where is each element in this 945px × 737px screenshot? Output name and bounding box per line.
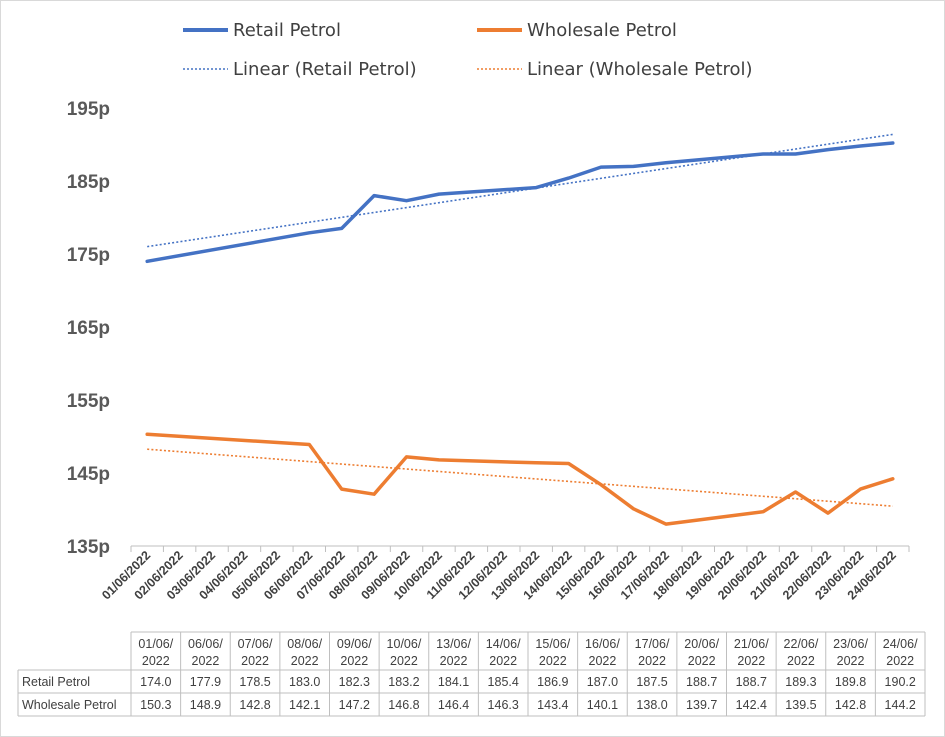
table-cell: 184.1 [438, 675, 469, 689]
y-tick-label: 155p [67, 391, 110, 412]
table-header-cell: 24/06/ [883, 637, 918, 651]
table-cell: 146.4 [438, 698, 469, 712]
table-cell: 142.1 [289, 698, 320, 712]
table-header-cell: 08/06/ [287, 637, 322, 651]
series-line-retail-petrol [145, 141, 895, 264]
table-cell: 186.9 [537, 675, 568, 689]
legend-label-linear-retail: Linear (Retail Petrol) [233, 59, 417, 80]
table-cell: 182.3 [339, 675, 370, 689]
y-axis: 195p 185p 175p 165p 155p 145p 135p [67, 99, 110, 558]
table-cell: 190.2 [885, 675, 916, 689]
table-cell: 146.3 [488, 698, 519, 712]
table-cell: 189.8 [835, 675, 866, 689]
table-header-cell: 2022 [638, 654, 666, 668]
table-header-cell: 20/06/ [684, 637, 719, 651]
legend-label-wholesale-petrol: Wholesale Petrol [527, 20, 677, 41]
series-line-wholesale-petrol [145, 432, 895, 526]
y-tick-label: 175p [67, 245, 110, 266]
table-cell: 142.8 [835, 698, 866, 712]
table-cell: 139.7 [686, 698, 717, 712]
table-header-cell: 07/06/ [238, 637, 273, 651]
table-header-cell: 2022 [340, 654, 368, 668]
table-cell: 148.9 [190, 698, 221, 712]
table-header-cell: 15/06/ [535, 637, 570, 651]
table-cell: 188.7 [686, 675, 717, 689]
table-header-cell: 2022 [241, 654, 269, 668]
table-header-cell: 2022 [737, 654, 765, 668]
table-cell: 178.5 [239, 675, 270, 689]
table-cell: 144.2 [885, 698, 916, 712]
table-cell: 150.3 [140, 698, 171, 712]
table-header-cell: 22/06/ [784, 637, 819, 651]
table-cell: 187.0 [587, 675, 618, 689]
trendline-wholesale-petrol [147, 448, 893, 507]
legend: Retail Petrol Wholesale Petrol Linear (R… [183, 20, 753, 80]
table-cell: 187.5 [636, 675, 667, 689]
table-row-label: Retail Petrol [22, 675, 90, 689]
table-header-cell: 2022 [787, 654, 815, 668]
table-cell: 183.2 [388, 675, 419, 689]
table-header-cell: 09/06/ [337, 637, 372, 651]
legend-label-linear-wholesale: Linear (Wholesale Petrol) [527, 59, 753, 80]
plot-area [145, 133, 895, 526]
table-header-cell: 13/06/ [436, 637, 471, 651]
table-header-cell: 2022 [390, 654, 418, 668]
table-cell: 138.0 [636, 698, 667, 712]
table-header-cell: 01/06/ [138, 637, 173, 651]
table-cell: 183.0 [289, 675, 320, 689]
table-header-cell: 2022 [589, 654, 617, 668]
table-cell: 177.9 [190, 675, 221, 689]
table-header-cell: 16/06/ [585, 637, 620, 651]
y-tick-label: 185p [67, 172, 110, 193]
data-table: 01/06/2022 06/06/2022 07/06/2022 08/06/2022… [17, 631, 926, 717]
y-tick-label: 145p [67, 464, 110, 485]
table-cell: 185.4 [488, 675, 519, 689]
table-cell: 142.4 [736, 698, 767, 712]
table-header-cell: 23/06/ [833, 637, 868, 651]
table-header-cell: 21/06/ [734, 637, 769, 651]
table-cell: 174.0 [140, 675, 171, 689]
table-header-cell: 2022 [489, 654, 517, 668]
table-header-cell: 2022 [440, 654, 468, 668]
y-tick-label: 165p [67, 318, 110, 339]
table-header-cell: 2022 [291, 654, 319, 668]
y-tick-label: 195p [67, 99, 110, 120]
table-header-cell: 2022 [192, 654, 220, 668]
table-header-cell: 2022 [539, 654, 567, 668]
legend-label-retail-petrol: Retail Petrol [233, 20, 341, 41]
table-header-cell: 2022 [886, 654, 914, 668]
table-cell: 143.4 [537, 698, 568, 712]
table-header-cell: 06/06/ [188, 637, 223, 651]
table-cell: 147.2 [339, 698, 370, 712]
table-header-cell: 2022 [688, 654, 716, 668]
table-header-cell: 17/06/ [635, 637, 670, 651]
table-cell: 139.5 [785, 698, 816, 712]
table-cell: 142.8 [239, 698, 270, 712]
table-cell: 140.1 [587, 698, 618, 712]
table-header-cell: 2022 [142, 654, 170, 668]
table-header-cell: 2022 [837, 654, 865, 668]
table-row-label: Wholesale Petrol [22, 698, 117, 712]
table-cell: 188.7 [736, 675, 767, 689]
table-header-cell: 14/06/ [486, 637, 521, 651]
table-cell: 146.8 [388, 698, 419, 712]
y-tick-label: 135p [67, 537, 110, 558]
table-header-cell: 10/06/ [387, 637, 422, 651]
table-cell: 189.3 [785, 675, 816, 689]
